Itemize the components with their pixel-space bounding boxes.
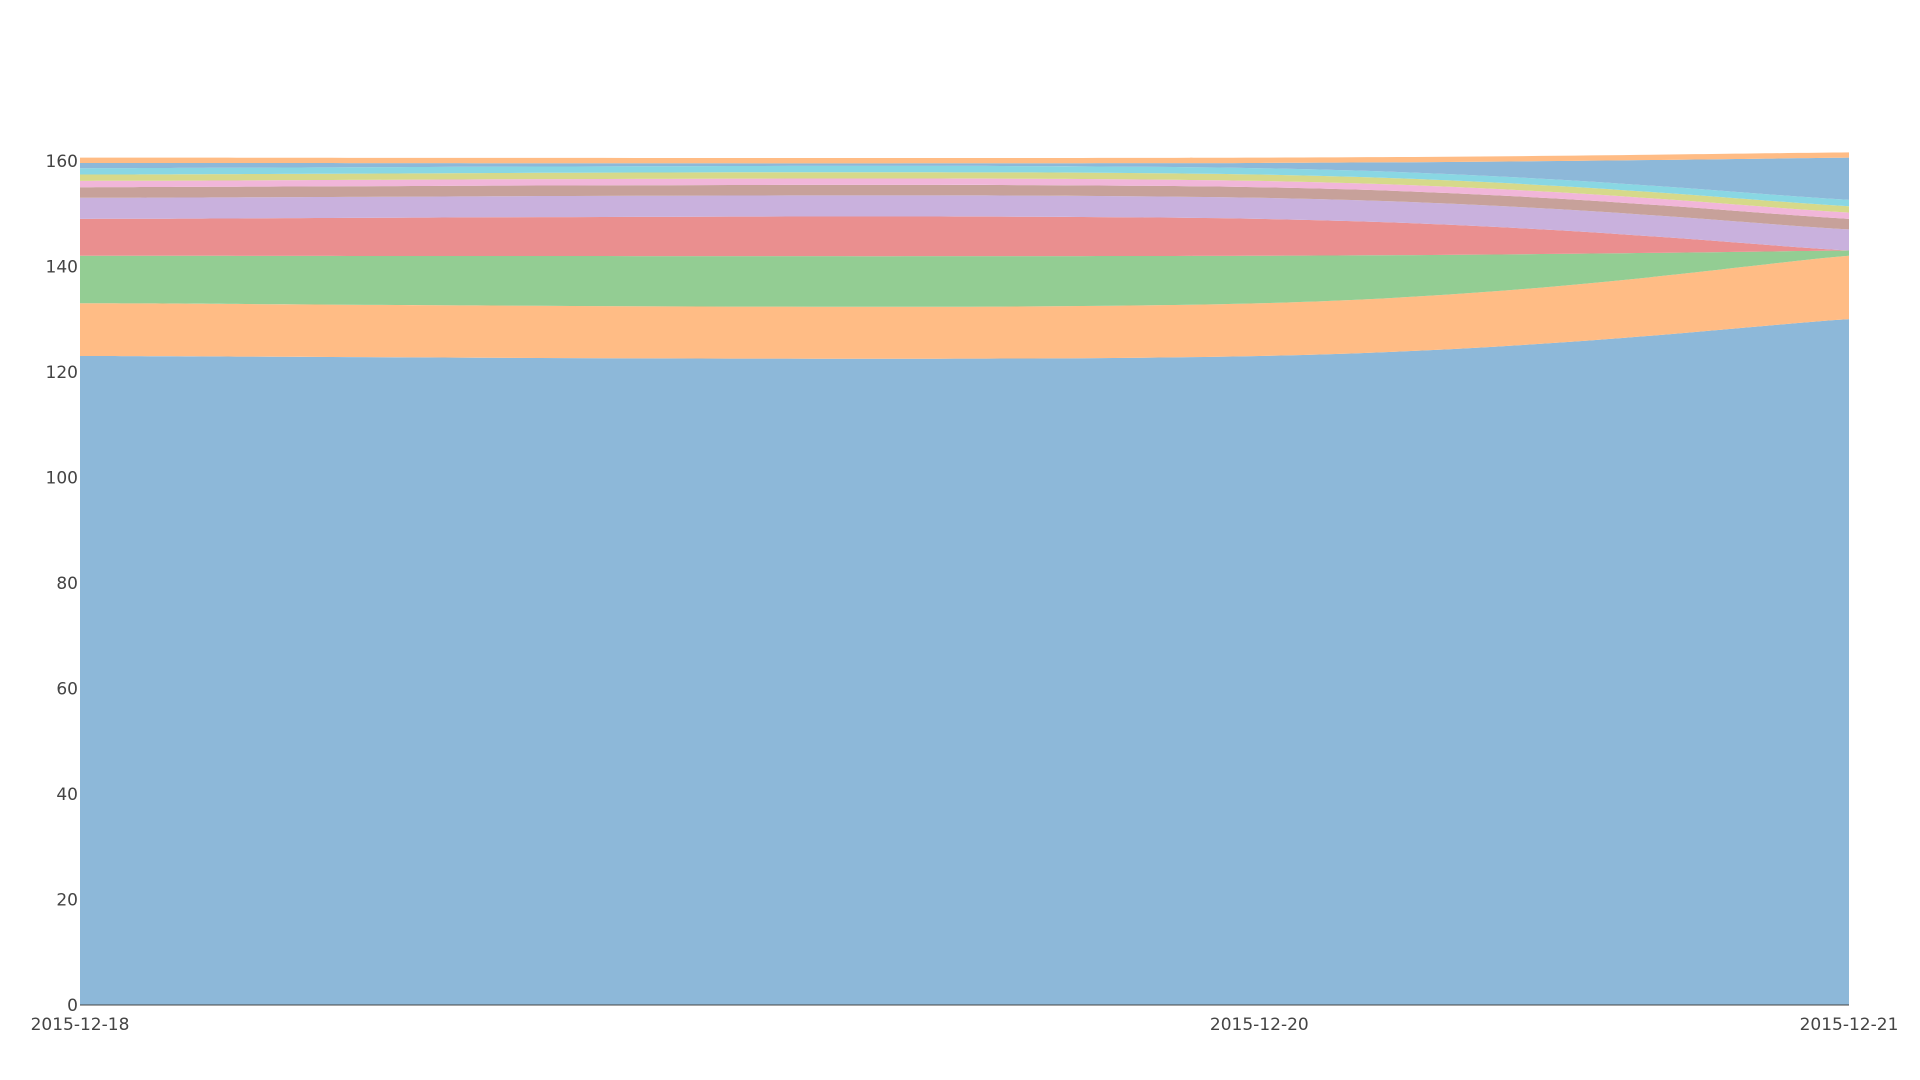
- series-area-1: [80, 319, 1849, 1005]
- series-area-10: [80, 157, 1849, 200]
- y-tick-label: 120: [46, 363, 78, 383]
- y-tick-label: 20: [56, 890, 78, 910]
- series-area-5: [80, 195, 1849, 251]
- series-area-4: [80, 216, 1849, 257]
- y-tick-label: 100: [46, 468, 78, 488]
- series-area-2: [80, 255, 1849, 359]
- series-area-9: [80, 165, 1849, 207]
- x-axis-ticks: 2015-12-18 2015-12-20 2015-12-21: [31, 1015, 1899, 1035]
- x-tick-label: 2015-12-18: [31, 1015, 130, 1035]
- series-area-8: [80, 172, 1849, 213]
- y-axis-ticks: 0 20 40 60 80 100 120 140 160: [46, 152, 78, 1016]
- y-tick-label: 0: [67, 996, 78, 1016]
- series-area-6: [80, 184, 1849, 230]
- y-tick-label: 80: [56, 574, 78, 594]
- series-area-3: [80, 250, 1849, 307]
- series-area-11: [80, 152, 1849, 164]
- y-tick-label: 60: [56, 679, 78, 699]
- series-areas: [80, 152, 1849, 1005]
- y-tick-label: 140: [46, 257, 78, 277]
- x-tick-label: 2015-12-21: [1800, 1015, 1899, 1035]
- y-tick-label: 160: [46, 152, 78, 172]
- series-area-7: [80, 178, 1849, 219]
- x-tick-label: 2015-12-20: [1210, 1015, 1309, 1035]
- y-tick-label: 40: [56, 785, 78, 805]
